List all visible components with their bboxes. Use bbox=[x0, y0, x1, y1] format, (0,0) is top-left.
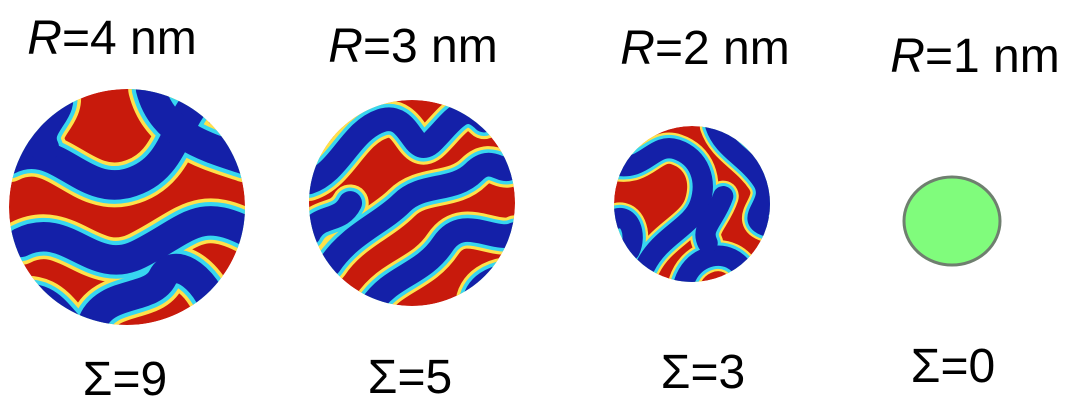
panel-label: R=4 nm bbox=[27, 12, 196, 65]
sigma-label: Σ=5 bbox=[368, 351, 452, 403]
symbol: R bbox=[620, 22, 655, 75]
sigma-label: Σ=3 bbox=[661, 346, 745, 399]
radius: =3 nm bbox=[363, 20, 498, 73]
pattern-r4 bbox=[9, 89, 245, 325]
panel-label: R=2 nm bbox=[620, 22, 789, 75]
radius: =2 nm bbox=[655, 22, 790, 75]
pattern-r2 bbox=[614, 126, 770, 282]
sigma-label: Σ=9 bbox=[83, 353, 167, 403]
radius: =4 nm bbox=[62, 12, 197, 65]
pattern-r1 bbox=[904, 177, 1000, 265]
symbol: R bbox=[328, 20, 363, 73]
symbol: R bbox=[890, 30, 925, 83]
sigma-label: Σ=0 bbox=[911, 340, 995, 393]
panel-label: R=1 nm bbox=[890, 30, 1059, 83]
pattern-r3 bbox=[309, 100, 515, 306]
radius: =1 nm bbox=[925, 30, 1060, 83]
page: {"panels": [ {"symbol": "R", "radius": "… bbox=[0, 0, 1084, 403]
panel-label: R=3 nm bbox=[328, 20, 497, 73]
figure: R=4 nm R=3 nm R=2 nm R=1 nm Σ=9 Σ=5 Σ=3 … bbox=[0, 0, 1084, 403]
symbol: R bbox=[27, 12, 62, 65]
